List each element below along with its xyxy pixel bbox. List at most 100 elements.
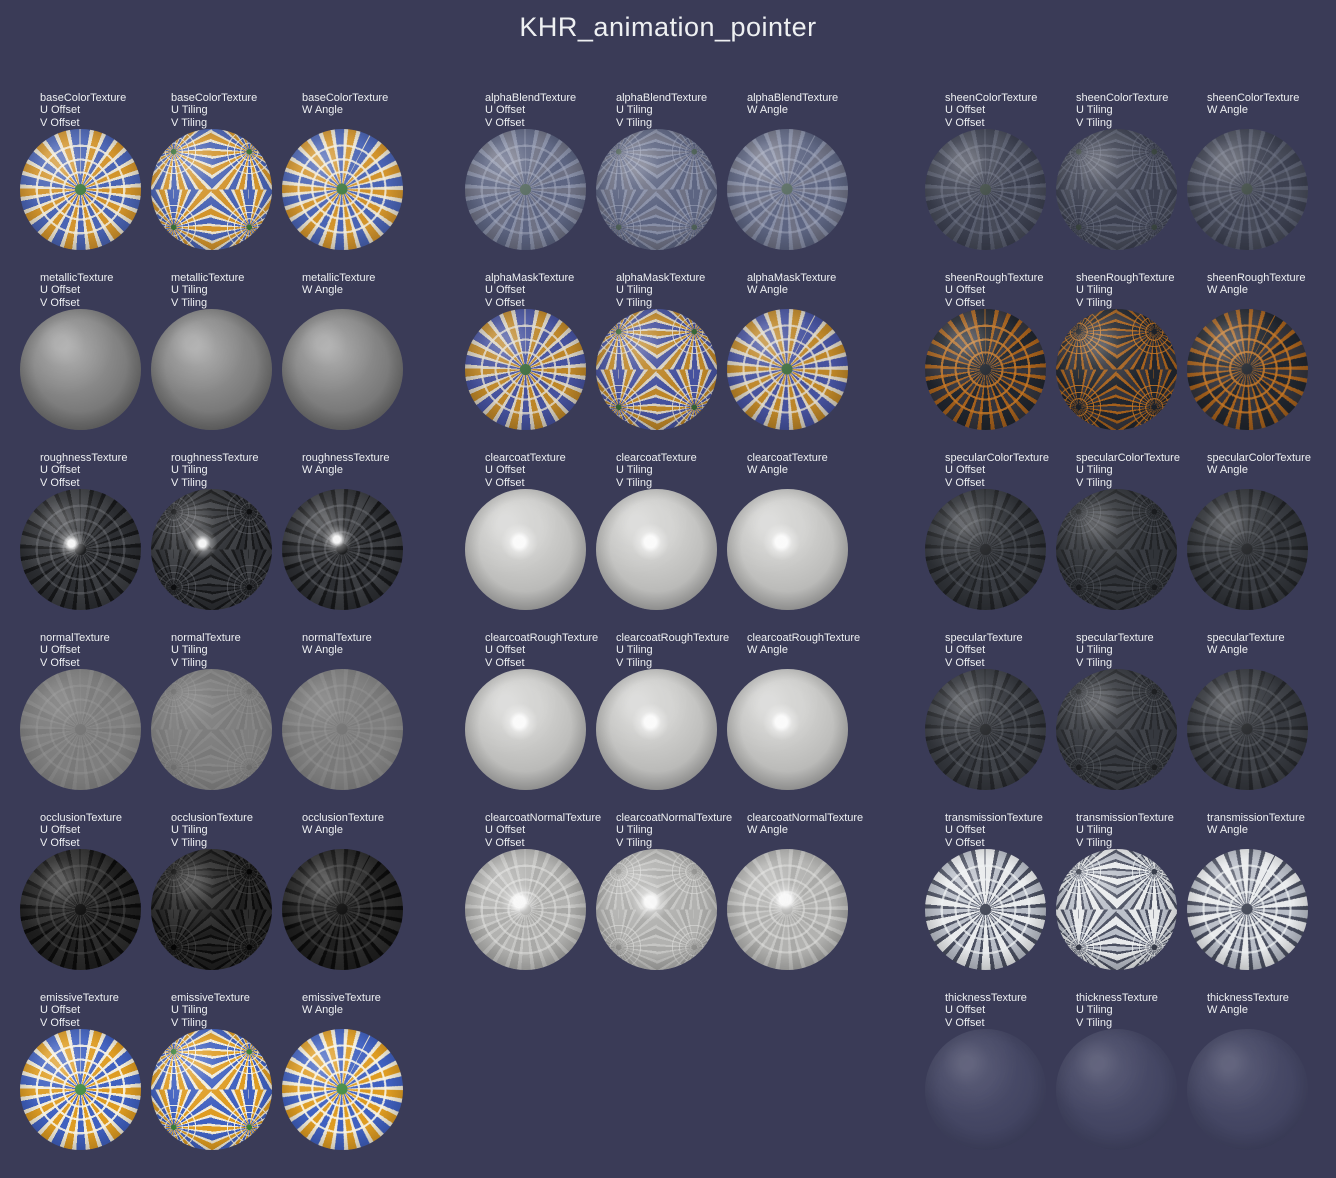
variant-line-1: U Offset: [485, 824, 526, 837]
texture-label: clearcoatTexture U Offset V Offset: [465, 452, 587, 489]
variant-line-1: U Tiling: [171, 644, 208, 657]
sphere-texture: [282, 129, 403, 250]
variant-line-1: U Tiling: [616, 104, 653, 117]
texture-label: roughnessTexture U Offset V Offset: [20, 452, 142, 489]
texture-label: alphaMaskTexture U Tiling V Tiling: [596, 272, 718, 309]
texture-group-sheenRough: sheenRoughTexture U Offset V Offset sheenRo…: [925, 272, 1309, 430]
sphere-cell: thicknessTexture U Tiling V Tiling: [1056, 992, 1178, 1150]
sphere-render-sheenRough: [1187, 309, 1308, 430]
sphere-texture: [925, 1029, 1046, 1150]
variant-line-1: U Offset: [485, 284, 526, 297]
variant-line-2: [1207, 117, 1309, 129]
texture-label: baseColorTexture W Angle: [282, 92, 404, 129]
variant-line-1: U Tiling: [171, 1004, 208, 1017]
variant-line-2: V Tiling: [1076, 1016, 1113, 1029]
sphere-cell: clearcoatRoughTexture W Angle: [727, 632, 860, 790]
variant-line-1: W Angle: [302, 824, 343, 837]
sphere-texture: [596, 849, 717, 970]
texture-group-roughness: roughnessTexture U Offset V Offset roughnes…: [20, 452, 404, 610]
variant-line-1: W Angle: [1207, 104, 1248, 117]
sphere-render-occlusion: [151, 849, 272, 970]
sphere-render-emissive: [151, 1029, 272, 1150]
texture-name: baseColorTexture: [171, 92, 258, 104]
sphere-render-specularColor: [1187, 489, 1308, 610]
variant-line-2: V Tiling: [1076, 656, 1113, 669]
variant-line-1: U Tiling: [1076, 104, 1113, 117]
sphere-render-clearcoatNormal: [596, 849, 717, 970]
variant-line-2: V Offset: [945, 116, 985, 129]
texture-label: thicknessTexture U Offset V Offset: [925, 992, 1047, 1029]
sphere-render-sheenColor: [925, 129, 1046, 250]
sphere-cell: clearcoatRoughTexture U Tiling V Tiling: [596, 632, 729, 790]
sphere-texture: [282, 489, 403, 610]
sphere-render-sheenColor: [1056, 129, 1177, 250]
texture-name: alphaMaskTexture: [747, 272, 837, 284]
texture-row: emissiveTexture U Offset V Offset emissiveT…: [0, 992, 1336, 1172]
sphere-cell: normalTexture W Angle: [282, 632, 404, 790]
sphere-cell: baseColorTexture U Tiling V Tiling: [151, 92, 273, 250]
sphere-cell: alphaBlendTexture U Tiling V Tiling: [596, 92, 718, 250]
sphere-render-clearcoat: [727, 489, 848, 610]
texture-name: sheenColorTexture: [945, 92, 1038, 104]
sphere-cell: alphaBlendTexture U Offset V Offset: [465, 92, 587, 250]
texture-label: clearcoatRoughTexture U Offset V Offset: [465, 632, 598, 669]
texture-name: emissiveTexture: [171, 992, 250, 1004]
sphere-texture: [1187, 129, 1308, 250]
texture-label: metallicTexture W Angle: [282, 272, 404, 309]
sphere-texture: [20, 309, 141, 430]
variant-line-1: U Offset: [40, 104, 81, 117]
sphere-texture: [925, 129, 1046, 250]
sphere-cell: occlusionTexture U Tiling V Tiling: [151, 812, 273, 970]
sphere-texture: [925, 489, 1046, 610]
sphere-render-sheenRough: [1056, 309, 1177, 430]
sphere-texture: [1187, 309, 1308, 430]
texture-group-clearcoatRough: clearcoatRoughTexture U Offset V Offset cle…: [465, 632, 860, 790]
variant-line-2: V Tiling: [171, 296, 208, 309]
sphere-cell: clearcoatTexture U Tiling V Tiling: [596, 452, 718, 610]
texture-name: clearcoatTexture: [747, 452, 828, 464]
texture-label: roughnessTexture U Tiling V Tiling: [151, 452, 273, 489]
sphere-cell: occlusionTexture U Offset V Offset: [20, 812, 142, 970]
texture-name: sheenColorTexture: [1207, 92, 1300, 104]
texture-label: specularTexture U Tiling V Tiling: [1056, 632, 1178, 669]
variant-line-1: U Offset: [945, 464, 986, 477]
sphere-texture: [151, 849, 272, 970]
sphere-texture: [465, 849, 586, 970]
texture-name: normalTexture: [171, 632, 241, 644]
texture-label: occlusionTexture U Offset V Offset: [20, 812, 142, 849]
sphere-cell: clearcoatNormalTexture U Offset V Offset: [465, 812, 601, 970]
sphere-texture: [20, 489, 141, 610]
texture-group-normal: normalTexture U Offset V Offset normalTextu…: [20, 632, 404, 790]
texture-label: occlusionTexture W Angle: [282, 812, 404, 849]
sphere-render-occlusion: [282, 849, 403, 970]
texture-label: alphaMaskTexture W Angle: [727, 272, 849, 309]
variant-line-2: V Tiling: [616, 296, 653, 309]
variant-line-1: U Offset: [40, 284, 81, 297]
sphere-cell: sheenRoughTexture U Offset V Offset: [925, 272, 1047, 430]
sphere-cell: occlusionTexture W Angle: [282, 812, 404, 970]
variant-line-2: V Tiling: [171, 476, 208, 489]
variant-line-1: U Tiling: [171, 824, 208, 837]
sphere-grid: baseColorTexture U Offset V Offset baseColo…: [0, 92, 1336, 1172]
texture-label: alphaBlendTexture U Tiling V Tiling: [596, 92, 718, 129]
texture-group-clearcoatNormal: clearcoatNormalTexture U Offset V Offset cl…: [465, 812, 863, 970]
texture-name: sheenColorTexture: [1076, 92, 1169, 104]
sphere-cell: clearcoatNormalTexture U Tiling V Tiling: [596, 812, 732, 970]
variant-line-1: U Offset: [485, 644, 526, 657]
variant-line-1: U Tiling: [1076, 644, 1113, 657]
variant-line-1: W Angle: [1207, 284, 1248, 297]
sphere-texture: [1056, 309, 1177, 430]
texture-label: clearcoatTexture U Tiling V Tiling: [596, 452, 718, 489]
texture-name: sheenRoughTexture: [1207, 272, 1306, 284]
sphere-cell: roughnessTexture W Angle: [282, 452, 404, 610]
sphere-render-baseColor: [20, 129, 141, 250]
variant-line-2: V Tiling: [1076, 116, 1113, 129]
sphere-render-clearcoatRough: [465, 669, 586, 790]
variant-line-1: U Offset: [945, 1004, 986, 1017]
sphere-texture: [596, 309, 717, 430]
texture-name: specularTexture: [1076, 632, 1154, 644]
sphere-render-occlusion: [20, 849, 141, 970]
sphere-render-metallic: [151, 309, 272, 430]
variant-line-2: V Tiling: [171, 836, 208, 849]
sphere-render-thickness: [925, 1029, 1046, 1150]
